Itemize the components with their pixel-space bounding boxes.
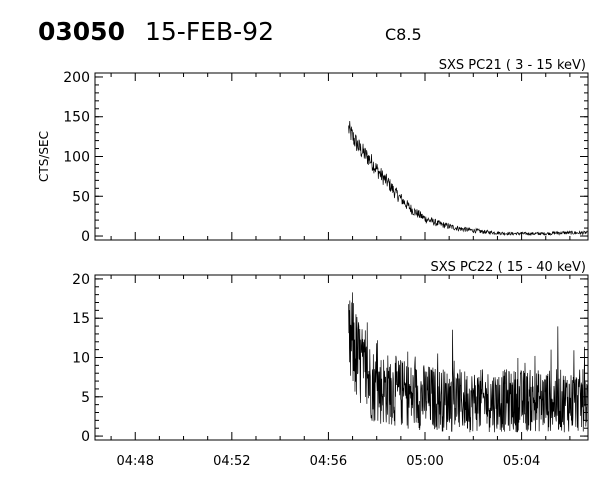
y-axis-label: CTS/SEC (37, 131, 51, 182)
x-tick-label: 04:48 (117, 454, 154, 469)
x-tick-label: 05:00 (406, 454, 443, 469)
y-tick-label: 100 (63, 150, 90, 166)
y-tick-label: 150 (63, 110, 90, 126)
event-date: 15-FEB-92 (145, 17, 274, 46)
panel-pc22: SXS PC22 ( 15 - 40 keV) 0 5 10 15 20 04:48 04:5… (72, 260, 589, 469)
y-tick-label: 50 (72, 189, 90, 205)
y-tick-label: 0 (81, 429, 90, 445)
y-tick-label: 15 (72, 311, 90, 327)
y-tick-label: 20 (72, 272, 90, 288)
plot-frame (94, 72, 589, 241)
y-tick-label: 5 (81, 390, 90, 406)
panel-pc21: SXS PC21 ( 3 - 15 keV) CTS/SEC 0 50 100 150 20… (37, 58, 589, 245)
x-tick-label: 05:04 (503, 454, 540, 469)
panel-title: SXS PC21 ( 3 - 15 keV) (439, 58, 586, 73)
x-tick-label: 04:56 (310, 454, 347, 469)
flare-class: C8.5 (385, 25, 422, 44)
y-tick-label: 10 (72, 351, 90, 367)
x-tick-label: 04:52 (213, 454, 250, 469)
y-tick-label: 0 (81, 229, 90, 245)
y-tick-label: 200 (63, 70, 90, 86)
count-rate-trace (348, 292, 589, 433)
count-rate-trace (348, 121, 589, 237)
event-id: 03050 (38, 17, 125, 46)
panel-title: SXS PC22 ( 15 - 40 keV) (430, 260, 586, 275)
